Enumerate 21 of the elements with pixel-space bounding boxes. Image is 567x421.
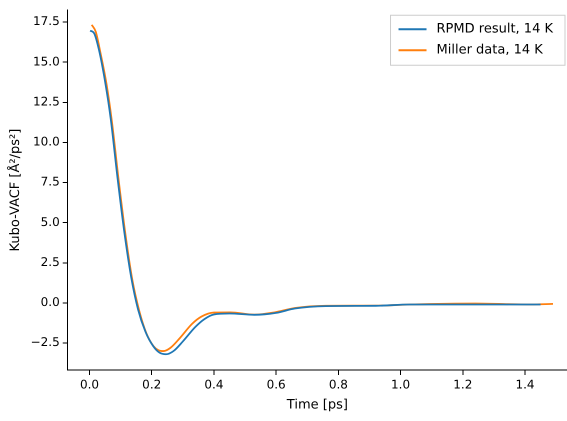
x-tick-label: 0.8 bbox=[328, 377, 348, 392]
y-tick-label: 17.5 bbox=[33, 14, 60, 28]
x-tick-label: 1.2 bbox=[453, 377, 472, 392]
x-tick-label: 1.4 bbox=[515, 377, 535, 392]
legend-label: Miller data, 14 K bbox=[436, 42, 544, 58]
y-tick-label: 0.0 bbox=[40, 295, 60, 310]
y-tick-label: 5.0 bbox=[40, 214, 60, 229]
y-tick-label: 15.0 bbox=[33, 54, 60, 68]
x-tick-label: 0.6 bbox=[266, 377, 286, 392]
y-tick-label: 2.5 bbox=[40, 254, 60, 269]
x-tick-label: 0.2 bbox=[142, 377, 162, 392]
x-tick-label: 1.0 bbox=[391, 377, 410, 392]
y-tick-label: 10.0 bbox=[33, 134, 60, 149]
x-tick-label: 0.0 bbox=[80, 377, 100, 392]
y-axis-title: Kubo-VACF [Å²/ps²] bbox=[6, 128, 24, 252]
y-tick-label: 12.5 bbox=[33, 94, 60, 108]
y-tick-label: 7.5 bbox=[40, 174, 60, 189]
legend-label: RPMD result, 14 K bbox=[436, 22, 554, 37]
x-tick-label: 0.4 bbox=[204, 377, 224, 392]
x-axis-title: Time [ps] bbox=[286, 398, 348, 413]
y-tick-label: −2.5 bbox=[30, 335, 60, 350]
